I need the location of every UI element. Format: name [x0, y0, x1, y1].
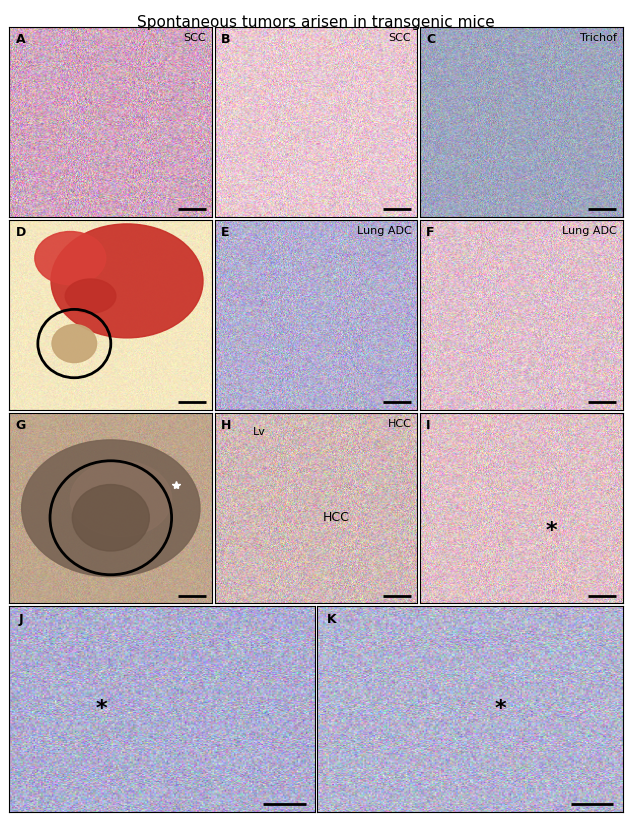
Text: A: A	[16, 33, 25, 46]
Text: HCC: HCC	[323, 512, 349, 524]
Ellipse shape	[21, 440, 200, 577]
Ellipse shape	[35, 232, 106, 285]
Text: Lv: Lv	[253, 427, 265, 437]
Ellipse shape	[51, 224, 203, 338]
Text: B: B	[221, 33, 230, 46]
Text: G: G	[16, 419, 26, 432]
Text: F: F	[426, 226, 434, 239]
Text: H: H	[221, 419, 231, 432]
Ellipse shape	[65, 279, 116, 313]
Ellipse shape	[72, 485, 149, 551]
Text: I: I	[426, 419, 430, 432]
Text: Trichof: Trichof	[580, 33, 616, 42]
Text: *: *	[546, 521, 557, 541]
Ellipse shape	[52, 325, 97, 362]
Text: Spontaneous tumors arisen in transgenic mice: Spontaneous tumors arisen in transgenic …	[137, 15, 495, 29]
Text: Lung ADC: Lung ADC	[562, 226, 616, 236]
Text: J: J	[18, 613, 23, 626]
Text: D: D	[16, 226, 26, 239]
Text: E: E	[221, 226, 229, 239]
Text: C: C	[426, 33, 435, 46]
Text: HCC: HCC	[387, 419, 411, 429]
Text: Lung ADC: Lung ADC	[356, 226, 411, 236]
Text: *: *	[495, 699, 506, 719]
Text: K: K	[326, 613, 336, 626]
Text: SCC: SCC	[183, 33, 206, 42]
Text: SCC: SCC	[389, 33, 411, 42]
Text: *: *	[95, 699, 107, 719]
Ellipse shape	[70, 461, 172, 537]
